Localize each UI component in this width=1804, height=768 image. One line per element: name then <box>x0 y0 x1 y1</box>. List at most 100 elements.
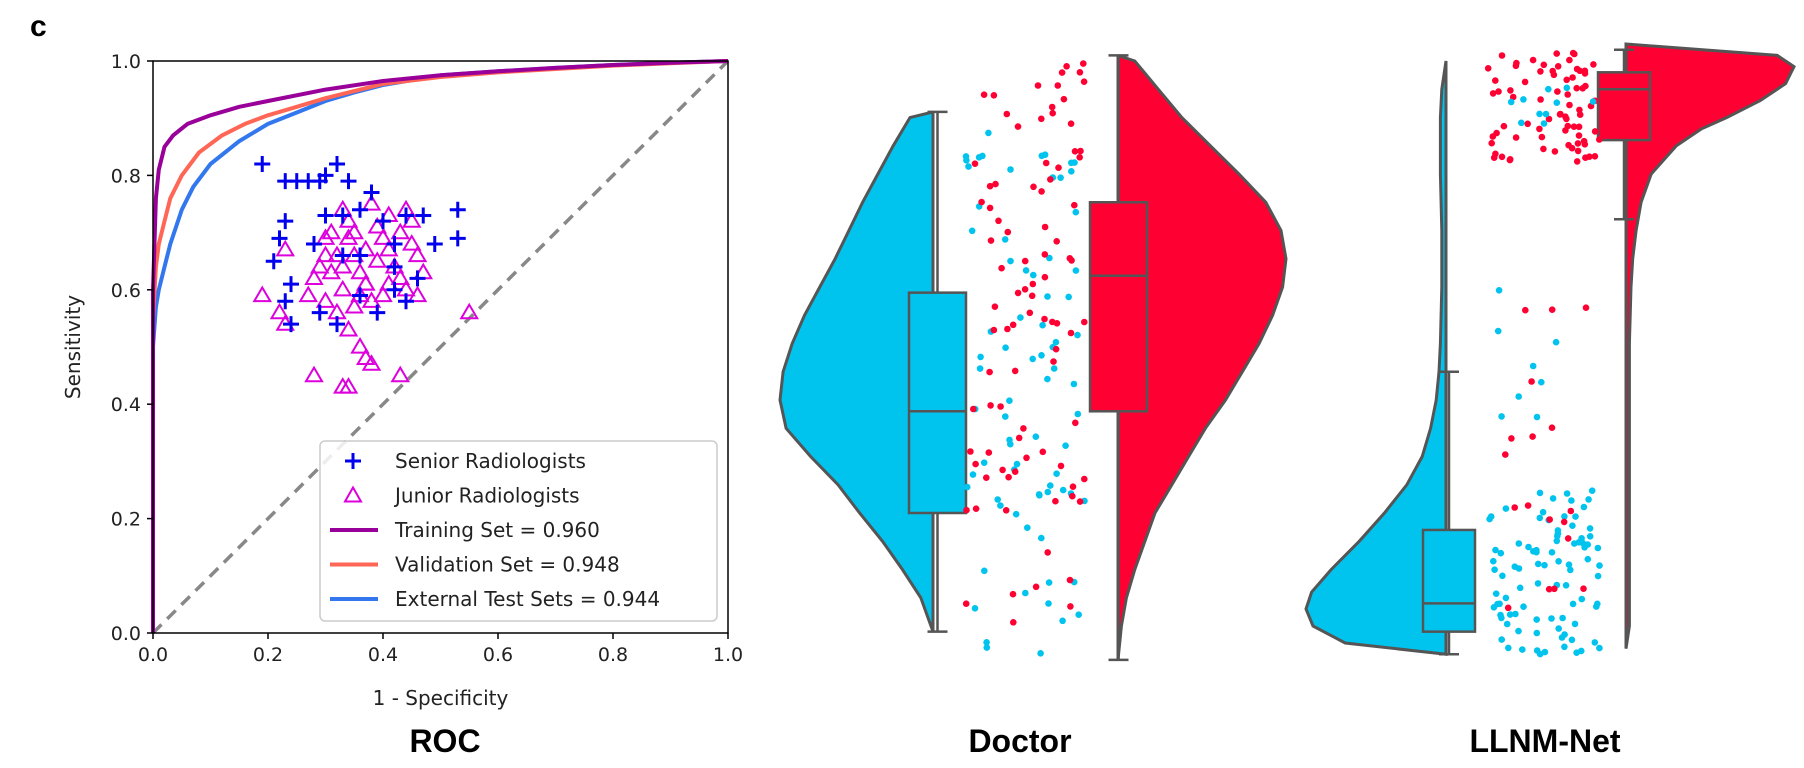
positive-rain-point <box>1081 475 1088 483</box>
positive-rain-point <box>970 405 977 413</box>
positive-rain-point <box>971 160 979 167</box>
positive-rain-point <box>1077 147 1084 155</box>
junior-radiologist-point <box>321 262 341 280</box>
positive-rain-point <box>1537 68 1544 75</box>
negative-rain-point <box>1495 287 1503 294</box>
negative-rain-point <box>1059 486 1067 494</box>
negative-rain-point <box>1515 393 1522 400</box>
positive-rain-point <box>1574 140 1582 147</box>
junior-radiologist-point <box>407 285 428 303</box>
negative-rain-point <box>1503 620 1511 628</box>
negative-rain-point <box>1555 625 1562 632</box>
negative-rain-point <box>1549 495 1557 502</box>
positive-rain-point <box>1050 358 1057 365</box>
y-axis-label: Sensitivity <box>61 295 85 399</box>
junior-radiologist-point <box>252 285 272 303</box>
positive-rain-point <box>1529 433 1536 440</box>
junior-radiologist-point <box>321 222 341 240</box>
junior-radiologist-point <box>379 239 399 257</box>
negative-rain-point <box>1536 489 1544 497</box>
positive-rain-point <box>990 92 998 99</box>
negative-rain-point <box>1578 647 1585 655</box>
negative-rain-point <box>1552 338 1560 346</box>
positive-rain-point <box>999 466 1006 474</box>
positive-rain-point <box>972 460 979 468</box>
negative-rain-point <box>1529 362 1537 370</box>
negative-rain-point <box>1498 413 1505 420</box>
positive-rain-point <box>1489 133 1497 140</box>
negative-rain-point <box>1520 96 1527 103</box>
negative-rain-point <box>1536 110 1543 118</box>
positive-rain-point <box>1591 128 1599 135</box>
positive-rain-point <box>1573 65 1581 73</box>
negative-rain-point <box>1540 120 1548 127</box>
positive-rain-point <box>1041 273 1049 281</box>
positive-rain-point <box>1489 90 1497 97</box>
negative-rain-point <box>1498 614 1505 622</box>
junior-radiologist-point <box>344 222 364 240</box>
positive-box <box>1596 71 1652 142</box>
negative-rain-point <box>1565 561 1573 568</box>
junior-radiologist-point <box>367 216 387 234</box>
positive-rain-point <box>972 505 980 512</box>
positive-rain-point <box>1488 139 1495 147</box>
positive-rain-point <box>1573 84 1580 92</box>
negative-rain-point <box>1046 254 1053 262</box>
negative-rain-point <box>1074 410 1082 418</box>
negative-rain-point <box>1492 546 1499 554</box>
negative-rain-point <box>1492 590 1500 597</box>
positive-rain-point <box>1554 88 1561 95</box>
negative-rain-point <box>1486 515 1493 523</box>
positive-rain-point <box>985 449 993 456</box>
negative-rain-point <box>1562 582 1570 589</box>
junior-radiologist-point <box>315 245 336 263</box>
negative-rain-point <box>1032 433 1040 441</box>
junior-radiologist-point <box>390 222 410 240</box>
y-tick-label: 0.2 <box>111 509 141 531</box>
positive-rain-point <box>986 204 994 212</box>
junior-radiologist-point <box>390 365 410 383</box>
positive-rain-point <box>1048 103 1056 111</box>
positive-rain-point <box>1030 183 1037 191</box>
negative-rain-point <box>981 567 988 575</box>
positive-rain-point <box>1522 306 1529 314</box>
positive-rain-point <box>1053 238 1060 245</box>
negative-rain-point <box>965 163 972 170</box>
positive-rain-point <box>1072 419 1079 427</box>
negative-rain-point <box>1586 525 1594 532</box>
negative-rain-point <box>1569 522 1576 529</box>
negative-rain-point <box>1057 174 1064 181</box>
y-tick-label: 1.0 <box>111 51 141 73</box>
negative-rain-point <box>1584 555 1592 563</box>
positive-rain-point <box>978 198 985 206</box>
positive-rain-point <box>1528 378 1535 385</box>
positive-rain-point <box>1067 120 1075 127</box>
negative-rain-point <box>976 365 984 372</box>
positive-rain-point <box>1513 59 1520 67</box>
junior-radiologist-point <box>338 228 359 245</box>
negative-rain-point <box>1525 543 1532 551</box>
senior-radiologist-point <box>449 201 466 218</box>
positive-rain-point <box>1508 435 1515 442</box>
legend-label: Junior Radiologists <box>393 484 580 508</box>
positive-rain-point <box>1028 292 1036 300</box>
chance-diagonal-line <box>151 59 730 635</box>
negative-rain-point <box>1568 497 1575 504</box>
negative-rain-point <box>1553 99 1561 106</box>
positive-rain-point <box>1549 67 1556 75</box>
senior-radiologist-point <box>271 230 288 247</box>
positive-rain-point <box>1546 516 1553 523</box>
senior-radiologist-point <box>317 167 334 184</box>
positive-rain-point <box>1041 251 1049 258</box>
negative-rain-point <box>1520 603 1527 610</box>
legend-plus-icon <box>345 453 361 469</box>
junior-radiologist-point <box>304 268 324 285</box>
negative-rain-point <box>1512 610 1519 618</box>
negative-rain-point <box>977 353 984 361</box>
junior-radiologist-point <box>333 256 353 274</box>
senior-radiologist-point <box>398 207 414 224</box>
negative-rain-point <box>1038 152 1046 160</box>
positive-rain-point <box>1538 133 1546 141</box>
positive-rain-point <box>1071 148 1079 155</box>
